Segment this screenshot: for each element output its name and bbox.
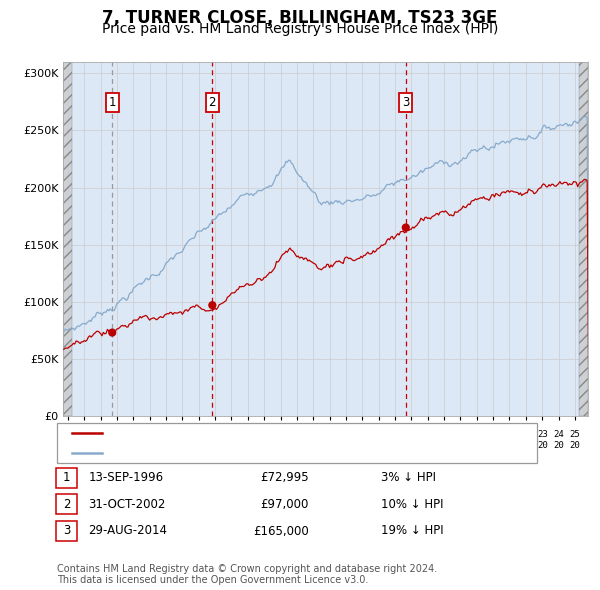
Text: 12
20: 12 20 [357, 430, 368, 450]
Text: 23
20: 23 20 [537, 430, 548, 450]
Text: 09
20: 09 20 [308, 430, 319, 450]
Text: 08
20: 08 20 [292, 430, 302, 450]
Text: 7, TURNER CLOSE, BILLINGHAM, TS23 3GE: 7, TURNER CLOSE, BILLINGHAM, TS23 3GE [103, 9, 497, 27]
Text: 10% ↓ HPI: 10% ↓ HPI [381, 498, 443, 511]
Text: 07
20: 07 20 [275, 430, 286, 450]
Text: 00
20: 00 20 [161, 430, 172, 450]
Bar [579, 62, 588, 416]
Text: 98
19: 98 19 [128, 430, 139, 450]
Text: 19% ↓ HPI: 19% ↓ HPI [381, 525, 443, 537]
Text: 03
20: 03 20 [210, 430, 220, 450]
Text: 99
19: 99 19 [145, 430, 155, 450]
Text: 96
19: 96 19 [95, 430, 106, 450]
Point [208, 300, 217, 310]
Text: 01
20: 01 20 [177, 430, 188, 450]
Text: 1: 1 [109, 96, 116, 109]
Text: 3: 3 [63, 525, 70, 537]
Text: 20
20: 20 20 [488, 430, 499, 450]
Text: 13
20: 13 20 [373, 430, 384, 450]
Text: 31-OCT-2002: 31-OCT-2002 [88, 498, 166, 511]
Text: 11
20: 11 20 [341, 430, 352, 450]
Text: 24
20: 24 20 [553, 430, 564, 450]
Text: £97,000: £97,000 [260, 498, 309, 511]
Point [107, 328, 117, 337]
Text: £165,000: £165,000 [253, 525, 309, 537]
Bar [63, 62, 72, 416]
Text: 2: 2 [63, 498, 70, 511]
Text: 06
20: 06 20 [259, 430, 269, 450]
Text: 15
20: 15 20 [406, 430, 417, 450]
Bar [63, 62, 72, 416]
Text: 18
20: 18 20 [455, 430, 466, 450]
Text: 25
20: 25 20 [569, 430, 580, 450]
Point [401, 223, 410, 232]
Text: 02
20: 02 20 [193, 430, 204, 450]
Text: 2: 2 [209, 96, 216, 109]
Text: 14
20: 14 20 [389, 430, 400, 450]
Text: £72,995: £72,995 [260, 471, 309, 484]
Text: 95
19: 95 19 [79, 430, 89, 450]
Text: 19
20: 19 20 [472, 430, 482, 450]
Text: 1: 1 [63, 471, 70, 484]
Text: 05
20: 05 20 [242, 430, 253, 450]
Text: 04
20: 04 20 [226, 430, 237, 450]
Text: 16
20: 16 20 [422, 430, 433, 450]
Text: 97
19: 97 19 [112, 430, 122, 450]
Text: 29-AUG-2014: 29-AUG-2014 [88, 525, 167, 537]
Text: 21
20: 21 20 [504, 430, 515, 450]
Text: 94
19: 94 19 [62, 430, 73, 450]
Bar [579, 62, 588, 416]
Text: HPI: Average price, detached house, Stockton-on-Tees: HPI: Average price, detached house, Stoc… [108, 448, 409, 458]
Text: 10
20: 10 20 [324, 430, 335, 450]
Text: 17
20: 17 20 [439, 430, 449, 450]
Text: Price paid vs. HM Land Registry's House Price Index (HPI): Price paid vs. HM Land Registry's House … [102, 22, 498, 37]
Text: 3% ↓ HPI: 3% ↓ HPI [381, 471, 436, 484]
Text: 13-SEP-1996: 13-SEP-1996 [88, 471, 163, 484]
Text: 22
20: 22 20 [520, 430, 531, 450]
Text: Contains HM Land Registry data © Crown copyright and database right 2024.
This d: Contains HM Land Registry data © Crown c… [57, 563, 437, 585]
Text: 7, TURNER CLOSE, BILLINGHAM, TS23 3GE (detached house): 7, TURNER CLOSE, BILLINGHAM, TS23 3GE (d… [108, 428, 447, 438]
Text: 3: 3 [402, 96, 409, 109]
